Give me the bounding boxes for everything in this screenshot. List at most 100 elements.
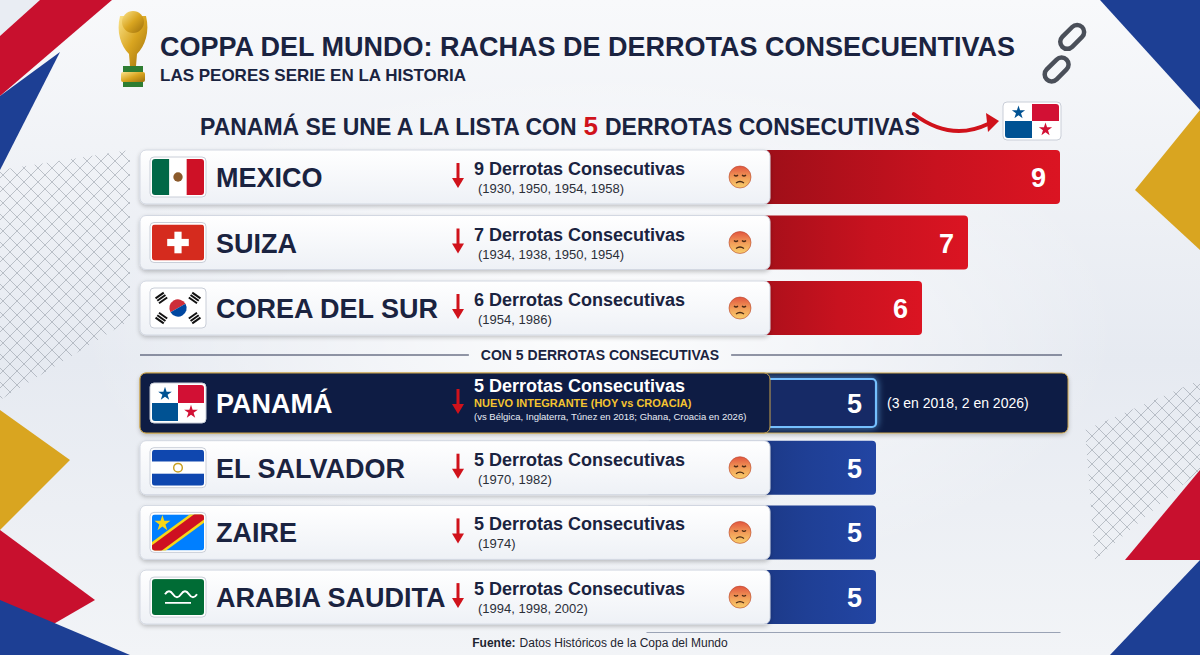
flag-emblem [174, 463, 183, 472]
net-line [1082, 370, 1200, 600]
streak-label: 5 Derrotas Consecutivas [474, 450, 685, 470]
down-arrowhead [452, 244, 464, 254]
net-line [0, 140, 108, 420]
data-label: 5 [847, 454, 862, 484]
net-line [1166, 370, 1200, 600]
data-label: 5 [847, 583, 862, 613]
net-line [1068, 370, 1200, 600]
flag [150, 577, 206, 617]
net-line [0, 140, 24, 420]
face [729, 457, 751, 479]
flag-body [1005, 104, 1059, 138]
decoration-shape [0, 600, 130, 655]
flag-frame [1003, 102, 1061, 140]
headline-arrowhead [986, 113, 999, 132]
data-label: 6 [893, 294, 908, 324]
flag [148, 510, 208, 554]
net-line [0, 140, 108, 420]
trophy-globe [122, 11, 144, 33]
flag-star [1012, 106, 1025, 119]
sad-face-icon [729, 166, 751, 188]
x-axis-line [647, 632, 1061, 633]
face-mouth [736, 313, 744, 315]
face-eyes [734, 595, 746, 596]
data-label: 5 [847, 389, 862, 419]
down-arrowhead [452, 178, 464, 188]
face-mouth [736, 537, 744, 539]
row: ARABIA SAUDITA5 Derrotas Consecutivas(19… [140, 570, 770, 624]
flag-part [1032, 104, 1059, 121]
infographic: COPPA DEL MUNDO: RACHAS DE DERROTAS CONS… [0, 0, 1200, 655]
sad-face-icon [729, 297, 751, 319]
net-line [1124, 370, 1200, 600]
row: PANAMÁ5 Derrotas ConsecutivasNUEVO INTEG… [140, 373, 770, 433]
net-line [0, 140, 150, 420]
category-label: SUIZA [216, 229, 297, 259]
net-line [0, 140, 10, 420]
decoration-shape [0, 0, 40, 36]
row-card [140, 281, 770, 335]
flag-body [152, 450, 204, 486]
separator-line [731, 354, 1062, 355]
net-line [0, 140, 136, 420]
flag-body [152, 225, 204, 261]
face [729, 297, 751, 319]
down-arrowhead [452, 533, 464, 543]
flag-frame [150, 288, 206, 328]
net-line [1082, 370, 1200, 600]
years-label: (1970, 1982) [478, 472, 552, 487]
net-line [1180, 370, 1200, 600]
flag [150, 157, 206, 197]
category-label: COREA DEL SUR [216, 294, 438, 324]
years-label: (1974) [478, 536, 516, 551]
face-eyes [734, 306, 746, 307]
streak-label: 5 Derrotas Consecutivas [474, 376, 685, 396]
flag-part [152, 385, 204, 421]
chain-link [1042, 55, 1072, 85]
face-mouth [736, 472, 744, 474]
sad-face-icon [729, 232, 751, 254]
row: COREA DEL SUR6 Derrotas Consecutivas(195… [140, 281, 770, 335]
streak-label: 5 Derrotas Consecutivas [474, 579, 685, 599]
decoration-shape [0, 52, 60, 170]
flag-frame [150, 223, 206, 263]
flag-part [152, 579, 204, 615]
face-eyes [734, 466, 746, 467]
data-labels: 9765555(3 en 2018, 2 en 2026) [847, 163, 1046, 613]
highlight-row [140, 373, 1068, 433]
flag-body [152, 159, 204, 195]
flag-script [165, 591, 197, 597]
separator: CON 5 DERROTAS CONSECUTIVAS [140, 347, 1062, 363]
net-line [0, 140, 10, 420]
down-arrowhead [452, 469, 464, 479]
net-line [0, 140, 52, 420]
flag-part [187, 159, 204, 195]
trophy-base [121, 72, 145, 82]
sad-face-icon [729, 521, 751, 543]
flag-part [152, 225, 204, 261]
net-line [0, 140, 38, 420]
net-line [0, 140, 52, 420]
source-label: Fuente: [472, 636, 515, 650]
chain-link [1057, 22, 1087, 52]
row-card [140, 570, 770, 624]
flag-trigram [188, 312, 201, 324]
decoration-shape [0, 410, 70, 530]
data-label: 7 [939, 229, 954, 259]
x-axis [647, 632, 1061, 633]
decoration-shape [1110, 560, 1200, 655]
header: COPPA DEL MUNDO: RACHAS DE DERROTAS CONS… [119, 11, 1087, 141]
flag [150, 448, 206, 488]
row: SUIZA7 Derrotas Consecutivas(1934, 1938,… [140, 216, 770, 270]
flag-body [152, 579, 204, 615]
flag [150, 288, 206, 328]
flag-part [188, 297, 197, 304]
flag-part [171, 304, 190, 320]
flag-sword [165, 602, 191, 604]
side-note: (3 en 2018, 2 en 2026) [887, 395, 1029, 411]
years-label: (1954, 1986) [478, 312, 552, 327]
streak-label: 7 Derrotas Consecutivas [474, 225, 685, 245]
category-label: MEXICO [216, 163, 323, 193]
flag-frame [150, 157, 206, 197]
flag-star [154, 515, 170, 530]
